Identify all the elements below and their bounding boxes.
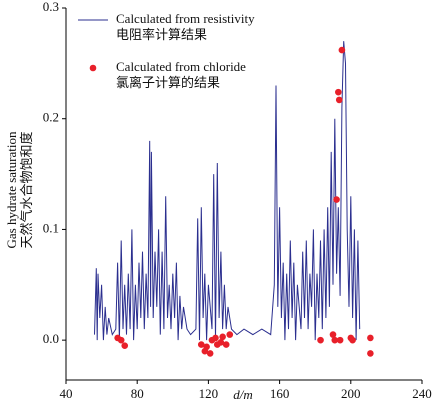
scatter-point <box>331 336 339 344</box>
scatter-point <box>121 342 129 349</box>
scatter-point <box>349 336 356 344</box>
x-tick-label: 160 <box>270 386 290 401</box>
scatter-point <box>212 334 219 342</box>
y-tick-label: 0.1 <box>43 220 59 235</box>
x-tick-label: 40 <box>60 386 73 401</box>
scatter-point <box>219 333 226 341</box>
scatter-point <box>217 339 225 346</box>
y-tick-label: 0.2 <box>43 110 59 125</box>
scatter-point <box>338 46 346 54</box>
y-tick-label: 0.3 <box>43 0 59 14</box>
scatter-point <box>367 334 374 342</box>
legend-label: Calculated from resistivity <box>116 11 255 26</box>
y-axis-label-cn: 天然气水合物饱和度 <box>19 131 34 248</box>
scatter-point <box>336 336 344 344</box>
scatter-point <box>226 331 234 338</box>
scatter-point <box>117 336 125 344</box>
line-series <box>94 41 361 341</box>
x-tick-label: 200 <box>341 386 361 401</box>
scatter-point <box>335 96 343 104</box>
scatter-point <box>222 341 230 348</box>
legend-label: Calculated from chloride <box>116 59 246 74</box>
y-axis-label: Gas hydrate saturation <box>4 131 19 248</box>
x-axis-label: d/m <box>233 387 253 402</box>
legend-label-cn: 氯离子计算的结果 <box>116 75 220 90</box>
legend-label-cn: 电阻率计算结果 <box>116 27 207 42</box>
scatter-point <box>203 343 210 351</box>
scatter-point <box>367 350 374 357</box>
scatter-point <box>335 88 342 96</box>
x-tick-label: 80 <box>131 386 144 401</box>
scatter-point <box>206 350 214 357</box>
legend-dot <box>89 64 97 72</box>
scatter-point <box>317 336 324 344</box>
scatter-point <box>197 341 205 348</box>
scatter-point <box>333 196 340 203</box>
x-tick-label: 240 <box>412 386 432 401</box>
scatter-point <box>329 331 337 338</box>
x-tick-label: 120 <box>199 386 219 401</box>
y-tick-label: 0.0 <box>43 331 59 346</box>
